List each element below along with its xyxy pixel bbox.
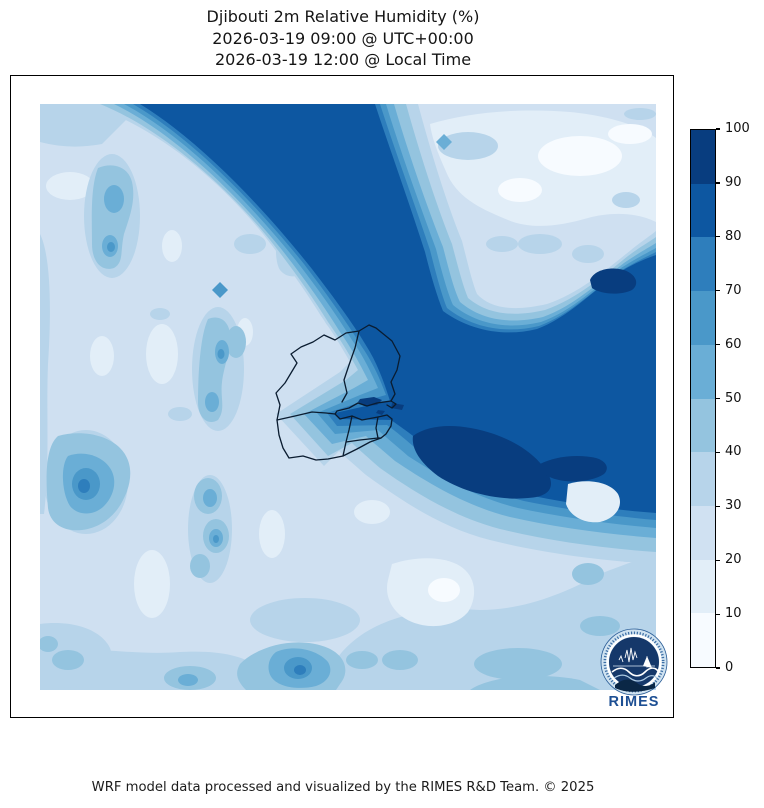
- colorbar-tick-label: 100: [725, 121, 750, 137]
- contour-left-moist-clusters: [40, 165, 378, 690]
- colorbar-tick-mark: [716, 559, 720, 561]
- border-alisabieh: [345, 437, 382, 443]
- colorbar-segment: [691, 291, 715, 345]
- logo-wordmark: RIMES: [609, 694, 660, 710]
- colorbar-tick-mark: [716, 397, 720, 400]
- colorbar-tick-label: 20: [725, 552, 742, 568]
- title-line-utc-time: 2026-03-19 09:00 @ UTC+00:00: [212, 28, 474, 48]
- colorbar-tick-label: 0: [725, 660, 734, 676]
- rimes-logo: RIMES: [600, 628, 668, 710]
- logo-artwork: [611, 647, 659, 692]
- title-line-local-time: 2026-03-19 12:00 @ Local Time: [214, 50, 472, 69]
- title-line-variable: Djibouti 2m Relative Humidity (%): [206, 7, 480, 26]
- contour-dry-pockets-south: [354, 481, 620, 627]
- band-core-80-90: [140, 104, 656, 513]
- colorbar-tick-label: 30: [725, 498, 742, 514]
- colorbar-gradient: [690, 129, 716, 668]
- border-obock-tadjourah: [341, 330, 360, 403]
- djibouti-outer-border: [275, 324, 401, 461]
- border-djiboutiville: [375, 416, 379, 439]
- bay-moist-diamond: [436, 134, 452, 150]
- colorbar-tick-mark: [716, 236, 720, 238]
- djibouti-borders: [275, 324, 401, 461]
- colorbar-tick-mark: [716, 667, 720, 669]
- colorbar-tick-label: 40: [725, 444, 742, 460]
- logo-inner-disc: [609, 637, 659, 687]
- colorbar-tick-label: 80: [725, 228, 742, 244]
- colorbar-segment: [691, 237, 715, 292]
- colorbar-tick-label: 10: [725, 606, 742, 622]
- colorbar-segment: [691, 559, 715, 614]
- colorbar-tick-mark: [716, 128, 720, 130]
- colorbar-segment: [691, 398, 715, 453]
- colorbar-tick-label: 90: [725, 175, 742, 191]
- coast-city-peninsula: [386, 400, 397, 409]
- colorbar-segment: [691, 613, 715, 668]
- contour-light-pockets-left: [46, 172, 285, 618]
- colorbar-tick-label: 50: [725, 390, 742, 406]
- colorbar: 0 10 20 30 40 50 60 70 80 90 100: [690, 121, 764, 675]
- colorbar-segment: [691, 505, 715, 560]
- colorbar-segment: [691, 183, 715, 238]
- figure-title: Djibouti 2m Relative Humidity (%) 2026-0…: [10, 6, 676, 71]
- colorbar-tick-mark: [716, 290, 720, 292]
- colorbar-segment: [691, 344, 715, 399]
- footer-credit: WRF model data processed and visualized …: [91, 780, 595, 795]
- colorbar-tick-mark: [716, 451, 720, 454]
- colorbar-segment: [691, 130, 715, 184]
- humidity-contour-map: [40, 104, 656, 690]
- colorbar-segment: [691, 452, 715, 506]
- logo-circular-text: [603, 631, 665, 693]
- colorbar-tick-mark: [716, 613, 720, 615]
- border-tadjourah-dikhil: [276, 411, 336, 421]
- colorbar-tick-label: 70: [725, 282, 742, 298]
- colorbar-tick-mark: [716, 344, 720, 346]
- colorbar-tick-label: 60: [725, 336, 742, 352]
- colorbar-tick-mark: [716, 505, 720, 507]
- contour-max-cores-90-100: [358, 268, 637, 499]
- border-dikhil-artah: [342, 415, 353, 457]
- colorbar-tick-mark: [716, 182, 720, 184]
